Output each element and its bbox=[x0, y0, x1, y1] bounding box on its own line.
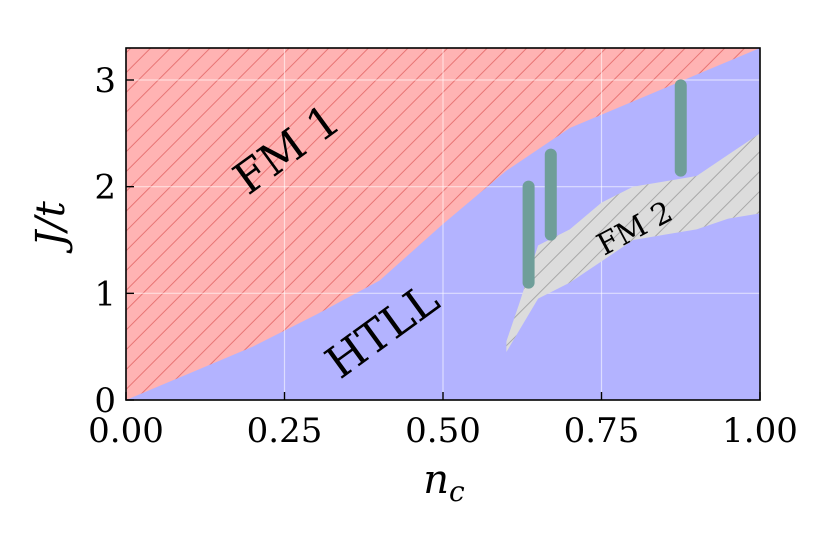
y-axis-label: J/t bbox=[28, 200, 74, 254]
axis-ticks: 0.00 0.25 0.50 0.75 1.00 0 1 2 3 bbox=[88, 61, 798, 451]
x-tick-label-2: 0.50 bbox=[405, 411, 481, 451]
measurement-bars bbox=[522, 79, 687, 289]
y-tick-label-0: 0 bbox=[94, 381, 116, 421]
x-tick-label-1: 0.25 bbox=[247, 411, 323, 451]
x-tick-label-3: 0.75 bbox=[564, 411, 640, 451]
x-tick-label-4: 1.00 bbox=[722, 411, 798, 451]
y-tick-label-3: 3 bbox=[94, 61, 116, 101]
x-axis-label: nc bbox=[423, 457, 465, 508]
y-tick-label-2: 2 bbox=[94, 168, 116, 208]
x-tick-label-0: 0.00 bbox=[88, 411, 164, 451]
y-tick-label-1: 1 bbox=[94, 274, 116, 314]
fm2-region-hatch bbox=[506, 133, 760, 352]
